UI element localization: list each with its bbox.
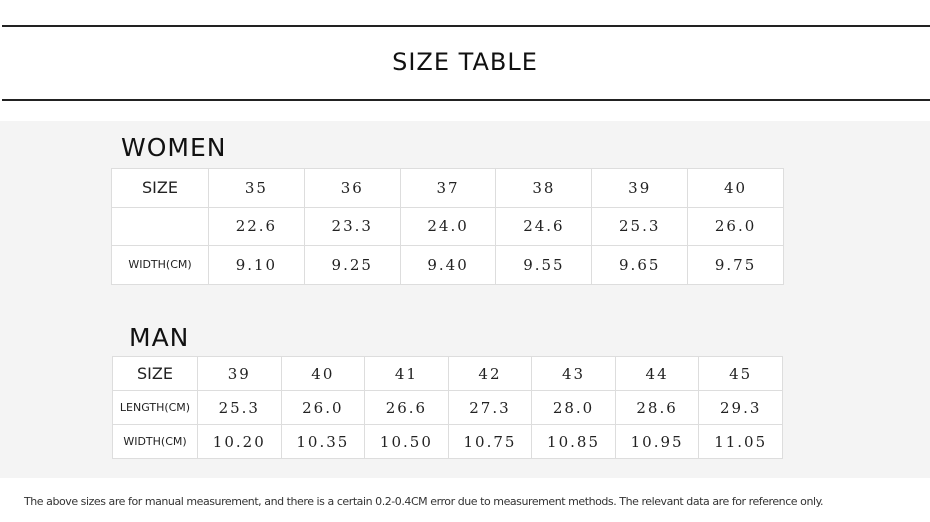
table-cell: 29.3 <box>698 390 783 425</box>
table-cell: LENGTH(CM) <box>112 390 198 425</box>
table-cell: 26.0 <box>280 390 366 425</box>
table-cell: 27.3 <box>447 390 533 425</box>
table-cell: 40 <box>280 356 366 391</box>
table-cell: SIZE <box>112 356 198 391</box>
table-cell: 25.3 <box>591 206 689 246</box>
table-cell: WIDTH(CM) <box>111 245 209 285</box>
table-row: WIDTH(CM) 9.10 9.25 9.40 9.55 9.65 9.75 <box>111 245 784 285</box>
table-cell: 43 <box>531 356 616 391</box>
table-cell: 10.85 <box>531 424 616 459</box>
table-cell: 38 <box>495 168 593 208</box>
table-cell: 9.75 <box>687 245 784 285</box>
table-cell: 24.6 <box>495 206 593 246</box>
page-title: SIZE TABLE <box>392 48 538 76</box>
title-rule <box>2 99 930 101</box>
table-cell: 45 <box>698 356 783 391</box>
section-title: WOMEN <box>121 133 227 162</box>
table-cell: 24.0 <box>399 206 497 246</box>
table-cell: WIDTH(CM) <box>112 424 198 459</box>
table-cell: 10.75 <box>447 424 533 459</box>
table-cell: 39 <box>197 356 282 391</box>
table-cell: 26.0 <box>687 206 784 246</box>
table-cell: 28.0 <box>531 390 616 425</box>
table-cell: 44 <box>614 356 700 391</box>
table-cell: 10.20 <box>197 424 282 459</box>
table-cell: 9.65 <box>591 245 689 285</box>
size-table: SIZE 35 36 37 38 39 40 22.6 23.3 24.0 24.6 25.3 26.0… <box>111 168 784 285</box>
table-cell: SIZE <box>111 168 209 208</box>
size-table: SIZE 39 40 41 42 43 44 45 LENGTH(CM) 25.3 26.0 26.6… <box>112 356 783 459</box>
table-cell: 11.05 <box>698 424 783 459</box>
table-cell: 37 <box>399 168 497 208</box>
table-cell: 23.3 <box>303 206 401 246</box>
table-cell: 28.6 <box>614 390 700 425</box>
section-title: MAN <box>129 323 190 352</box>
table-row: SIZE 35 36 37 38 39 40 <box>111 168 784 208</box>
table-row: 22.6 23.3 24.0 24.6 25.3 26.0 <box>111 206 784 246</box>
table-cell: 10.95 <box>614 424 700 459</box>
table-cell: 36 <box>303 168 401 208</box>
table-row: WIDTH(CM) 10.20 10.35 10.50 10.75 10.85 10.95 1… <box>112 424 783 459</box>
table-cell: 9.55 <box>495 245 593 285</box>
table-cell: 35 <box>208 168 305 208</box>
footnote: The above sizes are for manual measureme… <box>24 495 824 508</box>
table-row: LENGTH(CM) 25.3 26.0 26.6 27.3 28.0 28.6 29.3 <box>112 390 783 425</box>
table-cell: 10.50 <box>364 424 449 459</box>
table-cell: 9.25 <box>303 245 401 285</box>
table-cell: 26.6 <box>364 390 449 425</box>
table-cell <box>111 206 209 246</box>
table-cell: 40 <box>687 168 784 208</box>
top-rule <box>2 25 930 27</box>
table-cell: 25.3 <box>197 390 282 425</box>
table-cell: 42 <box>447 356 533 391</box>
table-cell: 41 <box>364 356 449 391</box>
table-cell: 22.6 <box>208 206 305 246</box>
table-cell: 10.35 <box>280 424 366 459</box>
table-cell: 39 <box>591 168 689 208</box>
table-row: SIZE 39 40 41 42 43 44 45 <box>112 356 783 391</box>
table-cell: 9.10 <box>208 245 305 285</box>
table-cell: 9.40 <box>399 245 497 285</box>
